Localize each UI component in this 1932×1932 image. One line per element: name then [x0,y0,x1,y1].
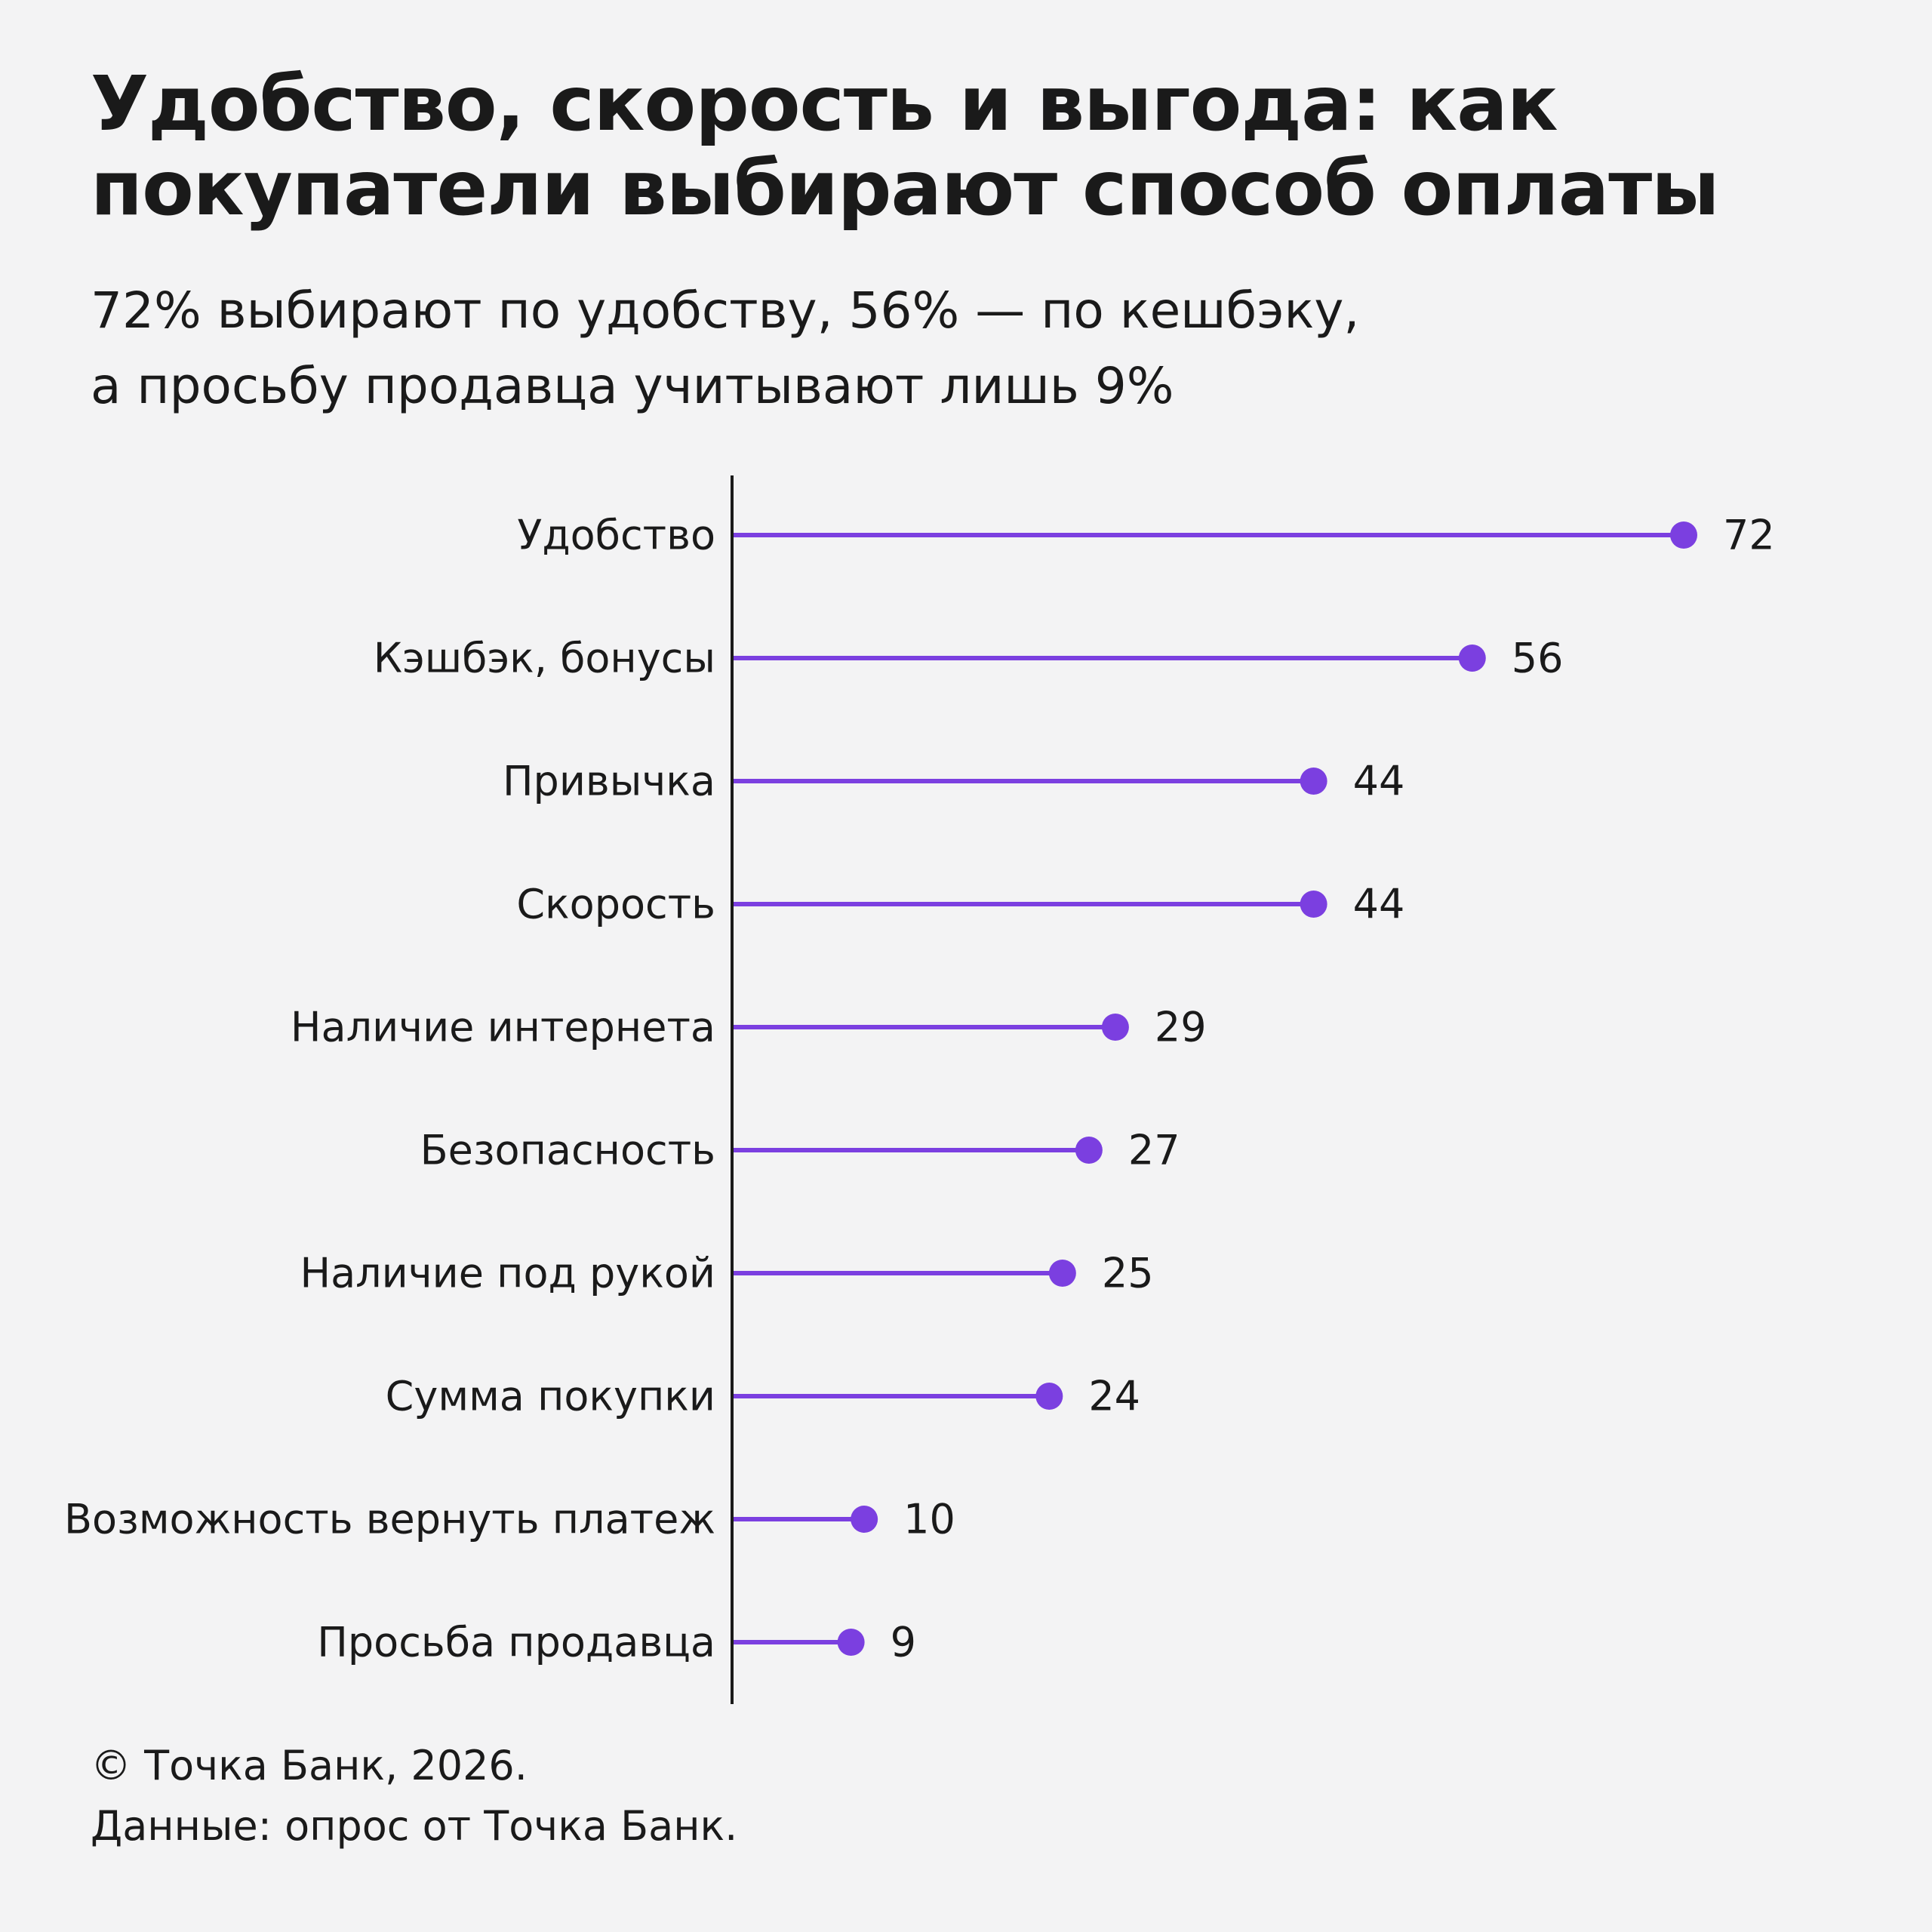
category-label: Привычка [503,758,715,805]
value-label: 29 [1155,1004,1207,1051]
value-label: 25 [1102,1250,1154,1297]
category-label: Наличие под рукой [300,1250,715,1297]
value-label: 44 [1353,881,1405,928]
category-label: Возможность вернуть платеж [64,1496,715,1543]
lollipop-dot [1670,521,1697,549]
category-label: Кэшбэк, бонусы [374,635,715,682]
value-label: 44 [1353,758,1405,805]
value-label: 72 [1723,512,1775,559]
category-label: Скорость [516,881,715,928]
lollipop-dot [1048,1260,1076,1287]
chart-marks: Удобство 72 Кэшбэк, бонусы 56 Привычка 44 Скор… [64,475,1775,1704]
subtitle-line-1: 72% выбирают по удобству, 56% — по кешбэ… [91,281,1360,340]
value-label: 27 [1128,1127,1180,1174]
footer: © Точка Банк, 2026. Данные: опрос от Точ… [91,1736,737,1857]
value-label: 56 [1512,635,1564,682]
lollipop-dot [1458,645,1486,672]
subtitle-line-2: а просьбу продавца учитывают лишь 9% [91,357,1174,415]
page-title: Удобство, скорость и выгода: как покупат… [91,60,1720,232]
lollipop-dot [1300,768,1327,795]
value-label: 24 [1088,1373,1140,1420]
page-subtitle: 72% выбирают по удобству, 56% — по кешбэ… [91,273,1751,424]
source-note: Данные: опрос от Точка Банк. [91,1802,738,1850]
lollipop-dot [1075,1137,1103,1164]
category-label: Наличие интернета [291,1004,715,1051]
lollipop-dot [837,1629,865,1656]
category-label: Просьба продавца [317,1619,715,1666]
lollipop-dot [851,1506,878,1533]
lollipop-dot [1035,1383,1063,1410]
value-label: 10 [903,1496,955,1543]
lollipop-dot [1101,1014,1129,1041]
category-label: Сумма покупки [386,1373,715,1420]
category-label: Безопасность [420,1127,715,1174]
lollipop-dot [1300,891,1327,918]
category-label: Удобство [517,512,715,559]
value-label: 9 [891,1619,916,1666]
copyright-note: © Точка Банк, 2026. [91,1742,528,1789]
